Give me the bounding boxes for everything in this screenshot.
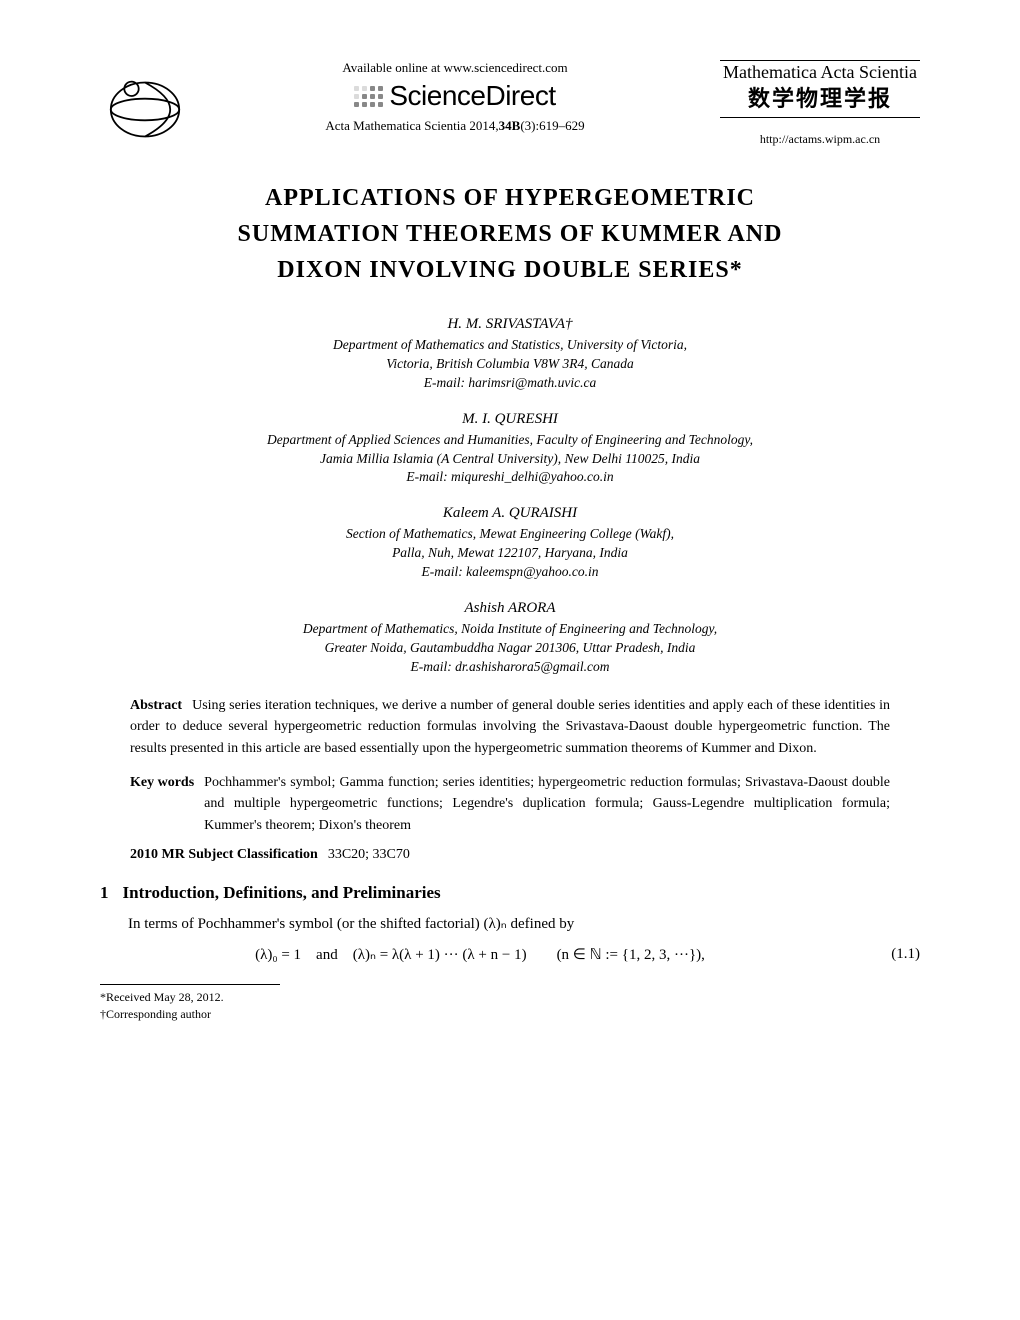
body-paragraph: In terms of Pochhammer's symbol (or the …: [100, 913, 920, 936]
header-center: Available online at www.sciencedirect.co…: [190, 60, 720, 134]
footnote-1: *Received May 28, 2012.: [100, 989, 920, 1006]
header-bar: Available online at www.sciencedirect.co…: [100, 60, 920, 150]
title-line-3: DIXON INVOLVING DOUBLE SERIES*: [277, 257, 742, 283]
author-name: Ashish ARORA: [100, 600, 920, 617]
msc-label: 2010 MR Subject Classification: [130, 847, 328, 862]
author-name: Kaleem A. QURAISHI: [100, 505, 920, 522]
author-affiliation: Department of Mathematics, Noida Institu…: [100, 620, 920, 677]
title-line-2: SUMMATION THEOREMS OF KUMMER AND: [238, 221, 783, 247]
equation-line: (λ)₀ = 1 and (λ)ₙ = λ(λ + 1) ··· (λ + n …: [100, 945, 920, 964]
equation-content: (λ)₀ = 1 and (λ)ₙ = λ(λ + 1) ··· (λ + n …: [100, 945, 860, 964]
footnote-2: †Corresponding author: [100, 1006, 920, 1023]
section-heading: 1Introduction, Definitions, and Prelimin…: [100, 883, 920, 903]
section-number: 1: [100, 883, 123, 902]
sd-brand-text: ScienceDirect: [389, 80, 555, 112]
journal-script-title: Mathematica Acta Scientia: [720, 60, 920, 81]
journal-url: http://actams.wipm.ac.cn: [720, 132, 920, 147]
abstract-text: Using series iteration techniques, we de…: [130, 698, 890, 756]
publisher-logo: [100, 60, 190, 150]
equation-number: (1.1): [860, 946, 920, 963]
author-affiliation: Department of Mathematics and Statistics…: [100, 336, 920, 393]
available-online-text: Available online at www.sciencedirect.co…: [206, 60, 704, 76]
keywords-label: Key words: [130, 772, 204, 837]
author-3: Kaleem A. QURAISHI Section of Mathematic…: [100, 505, 920, 582]
msc-text: 33C20; 33C70: [328, 847, 410, 862]
abstract-label: Abstract: [130, 698, 192, 713]
header-right: Mathematica Acta Scientia 数学物理学报 http://…: [720, 60, 920, 147]
title-line-1: APPLICATIONS OF HYPERGEOMETRIC: [265, 185, 755, 211]
citation-line: Acta Mathematica Scientia 2014,34B(3):61…: [206, 118, 704, 134]
paper-title: APPLICATIONS OF HYPERGEOMETRIC SUMMATION…: [100, 180, 920, 288]
section-title: Introduction, Definitions, and Prelimina…: [123, 883, 441, 902]
abstract-block: AbstractUsing series iteration technique…: [130, 695, 890, 760]
keywords-block: Key words Pochhammer's symbol; Gamma fun…: [130, 772, 890, 837]
msc-block: 2010 MR Subject Classification33C20; 33C…: [130, 847, 890, 863]
author-affiliation: Department of Applied Sciences and Human…: [100, 431, 920, 488]
journal-cjk-title: 数学物理学报: [720, 81, 920, 118]
author-affiliation: Section of Mathematics, Mewat Engineerin…: [100, 525, 920, 582]
author-name: H. M. SRIVASTAVA†: [100, 316, 920, 333]
sd-dots-icon: [354, 86, 383, 107]
author-name: M. I. QURESHI: [100, 411, 920, 428]
footnote-rule: [100, 984, 280, 985]
author-1: H. M. SRIVASTAVA† Department of Mathemat…: [100, 316, 920, 393]
paper-page: Available online at www.sciencedirect.co…: [0, 0, 1020, 1320]
keywords-text: Pochhammer's symbol; Gamma function; ser…: [204, 772, 890, 837]
author-2: M. I. QURESHI Department of Applied Scie…: [100, 411, 920, 488]
sciencedirect-logo: ScienceDirect: [206, 80, 704, 112]
author-4: Ashish ARORA Department of Mathematics, …: [100, 600, 920, 677]
